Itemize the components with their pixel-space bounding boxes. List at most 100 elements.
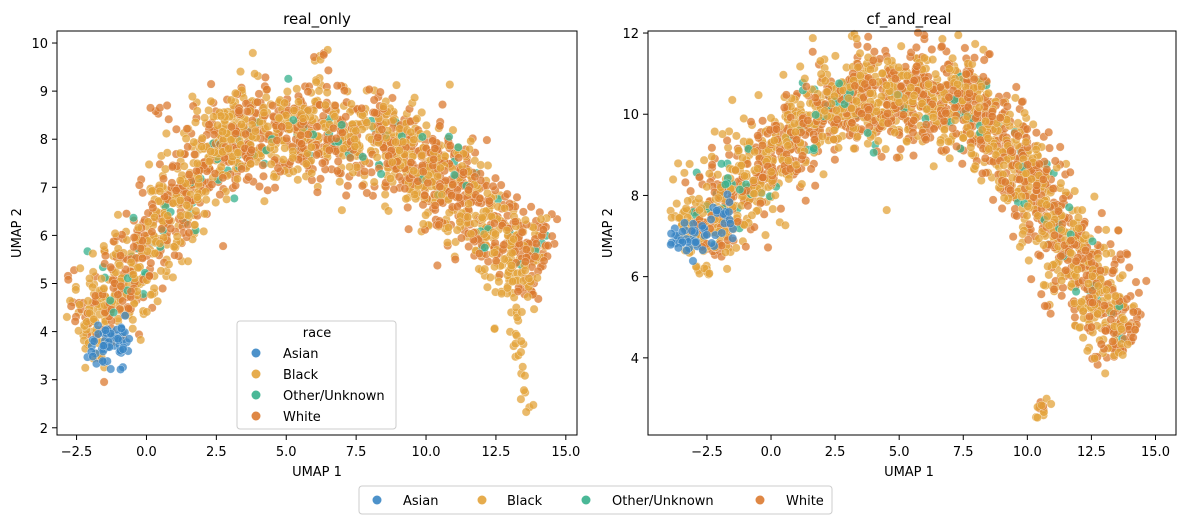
- scatter-point-black: [89, 314, 99, 324]
- scatter-point-black: [928, 112, 938, 122]
- scatter-point-black: [532, 273, 542, 283]
- scatter-point-black: [263, 122, 273, 132]
- scatter-point-black: [226, 95, 236, 105]
- x-tick-label: 0.0: [136, 445, 157, 460]
- scatter-point-white: [373, 133, 383, 142]
- scatter-point-black: [401, 194, 411, 204]
- scatter-point-black: [345, 162, 355, 172]
- scatter-point-white: [1099, 301, 1109, 311]
- scatter-point-white: [978, 169, 987, 178]
- x-tick-label: 15.0: [1141, 445, 1170, 460]
- scatter-point-white: [808, 47, 818, 57]
- scatter-point-black: [161, 129, 171, 138]
- scatter-point-white: [1113, 226, 1123, 235]
- figure-legend: Asian Black Other/Unknown White: [358, 485, 833, 515]
- scatter-point-white: [1141, 276, 1151, 286]
- scatter-point-black: [948, 53, 958, 63]
- scatter-point-black: [1069, 298, 1079, 308]
- scatter-point-white: [952, 142, 962, 151]
- scatter-point-black: [197, 133, 207, 143]
- scatter-point-black: [163, 211, 173, 221]
- scatter-point-other-unknown: [109, 308, 119, 317]
- scatter-point-black: [372, 152, 382, 162]
- scatter-point-white: [171, 186, 181, 195]
- scatter-point-black: [62, 312, 72, 322]
- scatter-point-black: [200, 209, 209, 219]
- scatter-point-black: [231, 88, 240, 98]
- scatter-point-black: [502, 283, 512, 293]
- scatter-point-black: [866, 65, 875, 74]
- scatter-point-asian: [98, 341, 108, 351]
- scatter-point-white: [1046, 309, 1056, 319]
- scatter-point-white: [341, 112, 351, 122]
- scatter-point-black: [421, 210, 431, 220]
- scatter-point-black: [246, 159, 256, 169]
- scatter-point-white: [746, 117, 756, 127]
- scatter-point-black: [497, 289, 507, 299]
- scatter-point-black: [883, 56, 893, 66]
- scatter-point-black: [321, 100, 330, 110]
- scatter-point-black: [722, 264, 732, 274]
- scatter-point-white: [801, 82, 811, 91]
- scatter-point-white: [167, 162, 177, 172]
- scatter-point-white: [864, 105, 874, 115]
- scatter-point-white: [1097, 208, 1107, 218]
- scatter-point-asian: [98, 356, 108, 366]
- scatter-point-white: [538, 225, 548, 235]
- scatter-point-black: [944, 64, 954, 74]
- scatter-point-black: [128, 270, 138, 279]
- scatter-point-white: [948, 123, 958, 133]
- scatter-point-black: [410, 190, 420, 200]
- scatter-point-white: [272, 135, 282, 145]
- scatter-point-black: [747, 210, 757, 220]
- scatter-point-white: [868, 55, 878, 65]
- scatter-point-white: [753, 131, 763, 141]
- scatter-point-white: [810, 135, 820, 145]
- scatter-point-black: [1010, 93, 1020, 103]
- scatter-point-black: [521, 407, 531, 417]
- scatter-point-black: [713, 193, 723, 203]
- scatter-point-black: [1044, 221, 1054, 231]
- figure-legend-label-other: Other/Unknown: [612, 494, 714, 509]
- scatter-point-white: [927, 45, 937, 54]
- scatter-point-black: [1039, 240, 1049, 250]
- x-tick-label: −2.5: [691, 445, 723, 460]
- scatter-point-white: [918, 90, 928, 100]
- scatter-point-white: [318, 158, 327, 168]
- scatter-point-black: [983, 133, 993, 143]
- scatter-point-black: [984, 144, 994, 154]
- scatter-point-black: [280, 98, 290, 108]
- scatter-point-black: [516, 336, 526, 346]
- scatter-point-black: [970, 39, 980, 49]
- scatter-point-white: [1008, 232, 1018, 242]
- scatter-point-white: [262, 85, 272, 94]
- scatter-point-white: [722, 136, 732, 145]
- scatter-point-white: [1066, 236, 1076, 246]
- scatter-point-asian: [93, 320, 103, 330]
- scatter-point-other-unknown: [449, 170, 459, 180]
- scatter-point-white: [296, 130, 306, 140]
- x-tick-label: 12.5: [1077, 445, 1106, 460]
- scatter-point-white: [908, 128, 918, 138]
- scatter-point-asian: [124, 334, 134, 344]
- scatter-point-white: [227, 122, 236, 132]
- scatter-point-black: [713, 170, 723, 180]
- scatter-point-white: [204, 120, 214, 130]
- scatter-point-black: [85, 308, 95, 318]
- scatter-point-other-unknown: [1064, 202, 1074, 212]
- scatter-point-black: [417, 150, 427, 160]
- scatter-point-black: [194, 174, 204, 184]
- scatter-point-other-unknown: [1071, 287, 1081, 297]
- scatter-point-white: [970, 53, 979, 63]
- scatter-point-white: [403, 203, 413, 212]
- scatter-point-white: [242, 106, 252, 116]
- scatter-point-white: [1053, 206, 1063, 216]
- scatter-point-white: [937, 42, 947, 51]
- scatter-point-white: [459, 167, 469, 177]
- scatter-point-white: [116, 281, 126, 291]
- scatter-point-white: [1034, 159, 1044, 169]
- scatter-point-black: [795, 62, 805, 71]
- scatter-point-white: [499, 240, 509, 250]
- scatter-point-asian: [113, 334, 123, 344]
